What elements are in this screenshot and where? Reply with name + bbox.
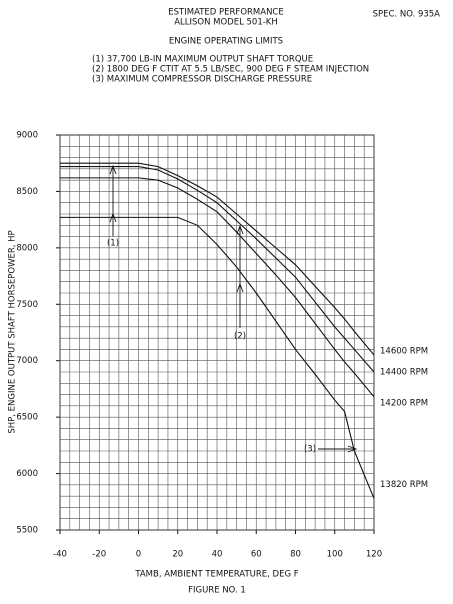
x-tick-label: 120 bbox=[366, 550, 382, 560]
x-tick-label: 40 bbox=[212, 550, 223, 560]
series-label: 13820 RPM bbox=[380, 480, 428, 490]
x-tick-label: -40 bbox=[53, 550, 67, 560]
y-tick-label: 9000 bbox=[16, 131, 38, 141]
x-tick-label: 20 bbox=[172, 550, 183, 560]
arrow-head bbox=[236, 224, 244, 293]
x-tick-label: 80 bbox=[290, 550, 301, 560]
annotation: (2) bbox=[234, 332, 246, 342]
note: (2) 1800 DEG F CTIT AT 5.5 LB/SEC, 900 D… bbox=[92, 65, 369, 75]
x-tick-label: -20 bbox=[92, 550, 106, 560]
curve bbox=[60, 166, 375, 373]
subtitle: ENGINE OPERATING LIMITS bbox=[169, 37, 283, 47]
y-tick-label: 8500 bbox=[16, 187, 38, 197]
y-tick-label: 5500 bbox=[16, 526, 38, 536]
curve bbox=[60, 162, 375, 356]
x-tick-label: 60 bbox=[251, 550, 262, 560]
annotation-arrows bbox=[109, 164, 358, 453]
arrow-head bbox=[347, 445, 358, 453]
title-line: ESTIMATED PERFORMANCE bbox=[168, 8, 283, 18]
y-tick-label: 8000 bbox=[16, 243, 38, 253]
note: (3) MAXIMUM COMPRESSOR DISCHARGE PRESSUR… bbox=[92, 75, 312, 85]
annotation: (1) bbox=[107, 239, 119, 249]
spec-number: SPEC. NO. 935A bbox=[373, 10, 441, 20]
y-tick-label: 7500 bbox=[16, 300, 38, 310]
note: (1) 37,700 LB-IN MAXIMUM OUTPUT SHAFT TO… bbox=[92, 55, 313, 65]
y-tick-label: 6500 bbox=[16, 413, 38, 423]
annotation: (3) bbox=[304, 445, 316, 455]
figure-label: FIGURE NO. 1 bbox=[188, 586, 246, 596]
y-tick-label: 6000 bbox=[16, 469, 38, 479]
series-label: 14400 RPM bbox=[380, 368, 428, 378]
y-axis-label: SHP, ENGINE OUTPUT SHAFT HORSEPOWER, HP bbox=[8, 230, 18, 433]
curve bbox=[60, 177, 375, 398]
curve bbox=[60, 216, 375, 499]
y-tick-label: 7000 bbox=[16, 356, 38, 366]
x-tick-label: 100 bbox=[327, 550, 343, 560]
series-label: 14200 RPM bbox=[380, 398, 428, 408]
x-tick-label: 0 bbox=[136, 550, 141, 560]
series-label: 14600 RPM bbox=[380, 347, 428, 357]
arrow-head bbox=[109, 164, 117, 223]
title-line: ALLISON MODEL 501-KH bbox=[174, 18, 278, 28]
x-axis-label: TAMB, AMBIENT TEMPERATURE, DEG F bbox=[134, 570, 298, 580]
